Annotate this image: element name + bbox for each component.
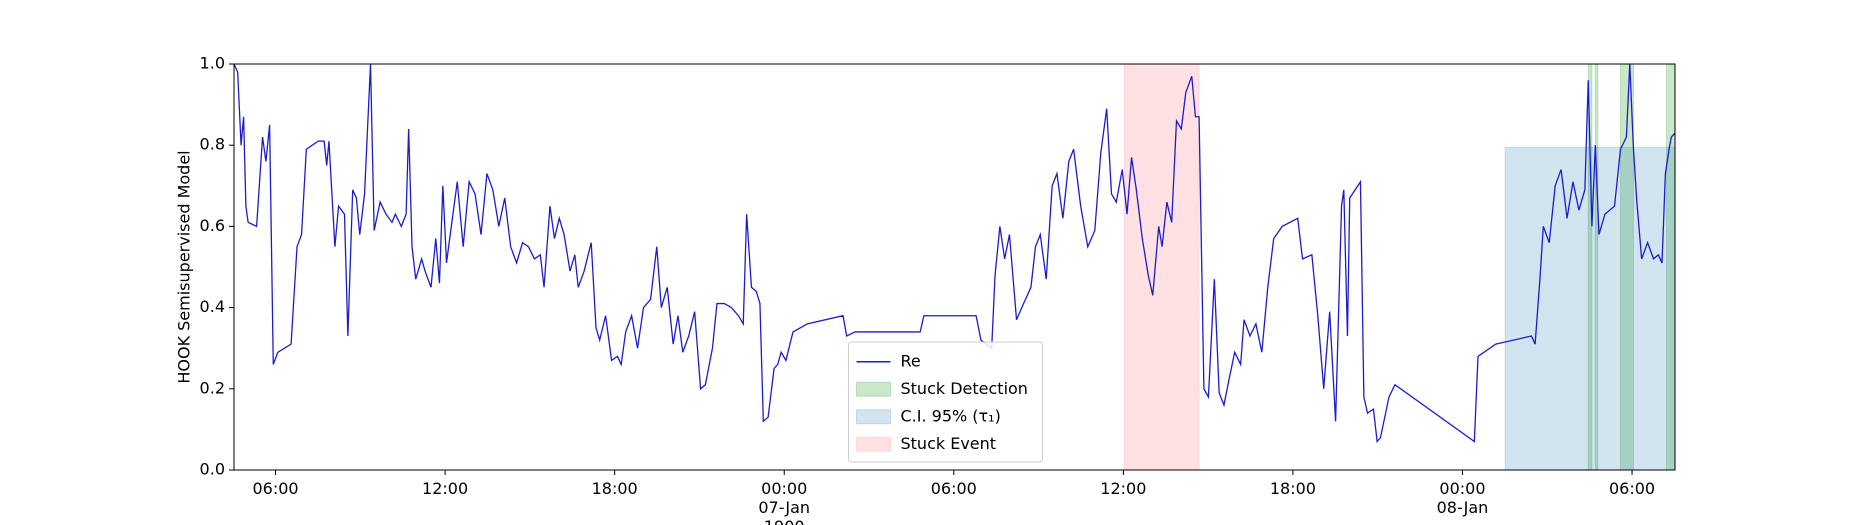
legend-box <box>848 341 1043 463</box>
legend-label: Stuck Event <box>901 434 997 453</box>
y-tick-label: 0.8 <box>200 135 225 154</box>
x-tick-label: 06:00 <box>930 479 977 498</box>
x-tick-label: 18:00 <box>591 479 638 498</box>
y-tick-label: 0.0 <box>200 460 225 479</box>
legend-patch <box>856 409 891 425</box>
y-tick-label: 0.6 <box>200 216 225 235</box>
x-tick-label: 12:00 <box>1100 479 1147 498</box>
legend-label: Re <box>901 351 921 370</box>
span-band <box>1504 146 1676 471</box>
y-tick-label: 1.0 <box>200 54 225 73</box>
x-tick-label: 18:00 <box>1269 479 1316 498</box>
y-tick-label: 0.4 <box>200 297 225 316</box>
legend-patch <box>856 381 891 397</box>
x-tick-label: 12:00 <box>422 479 469 498</box>
x-tick-label: 00:00 07-Jan 1900 <box>758 479 811 525</box>
span-band <box>1123 63 1200 471</box>
line-series <box>233 63 1676 444</box>
legend: Re Stuck Detection C.I. 95% (τ₁) Stuck Even… <box>848 341 1043 463</box>
plot-frame <box>233 63 1676 471</box>
x-tick-label: 06:00 <box>1608 479 1656 498</box>
x-tick-label: 00:00 08-Jan <box>1436 479 1489 517</box>
legend-label: C.I. 95% (τ₁) <box>901 406 1001 425</box>
y-tick-label: 0.2 <box>200 378 225 397</box>
legend-label: Stuck Detection <box>901 379 1028 398</box>
legend-patch <box>856 436 891 452</box>
x-tick-label: 06:00 <box>252 479 299 498</box>
y-axis-label: HOOK Semisupervised Model <box>175 150 194 383</box>
